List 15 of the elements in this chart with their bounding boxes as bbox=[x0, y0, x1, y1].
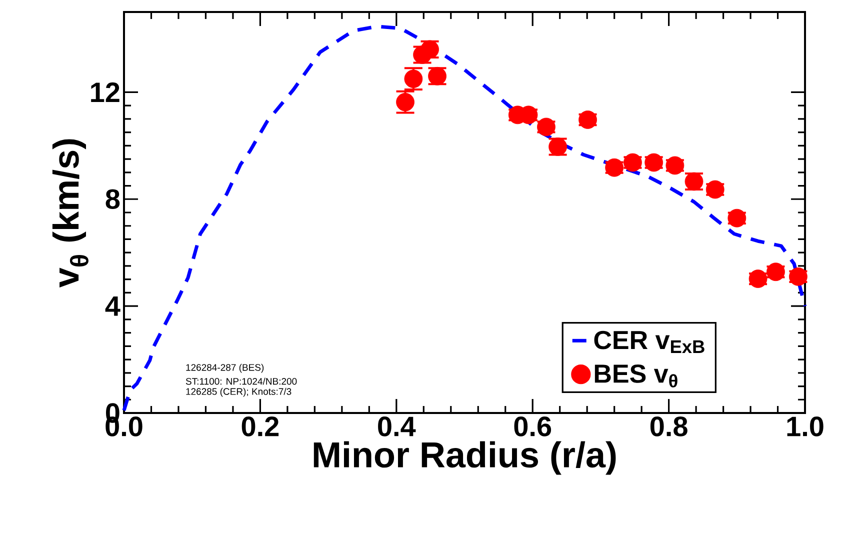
annotation: ST:1100: NP:1024/NB:200 bbox=[186, 378, 297, 385]
legend-label: BES v$_{θ}$ bbox=[594, 364, 678, 388]
x-axis-title: Minor Radius (r/a) bbox=[314, 441, 616, 475]
y-tick-label: 12 bbox=[91, 82, 120, 102]
y-tick-label: 4 bbox=[105, 296, 120, 316]
annotation: 126284-287 (BES) bbox=[186, 364, 264, 373]
x-tick-label: 0.2 bbox=[242, 416, 279, 436]
x-tick-label: 0.8 bbox=[650, 416, 688, 436]
x-tick-label: 0.4 bbox=[378, 416, 416, 436]
x-tick-label: 0.6 bbox=[514, 416, 552, 436]
x-tick-label: 1.0 bbox=[787, 416, 824, 436]
y-axis-title: v$_{θ}$ (km/s) bbox=[52, 139, 88, 288]
legend-label: CER v$_{ExB}$ bbox=[594, 330, 704, 353]
y-tick-label: 8 bbox=[106, 189, 120, 210]
annotation: 126285 (CER); Knots:7/3 bbox=[186, 388, 292, 397]
